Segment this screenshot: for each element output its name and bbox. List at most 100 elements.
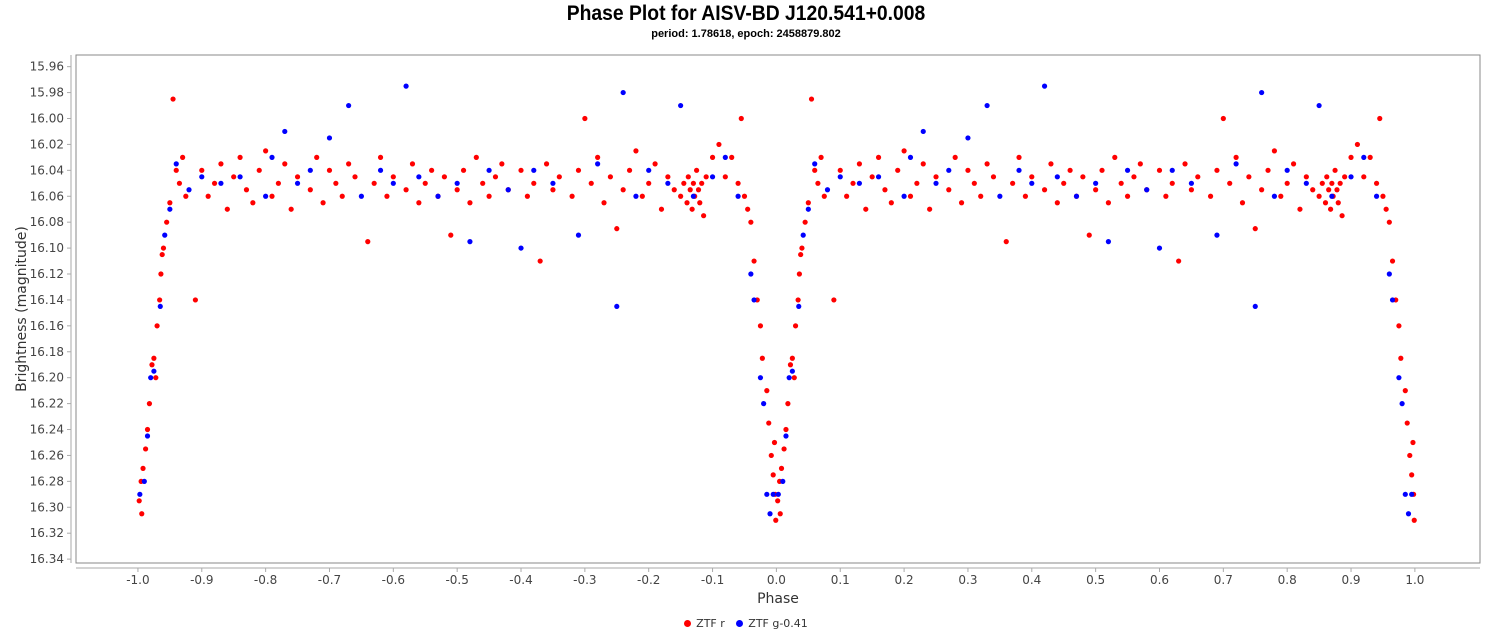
data-point-ztf-r: [543, 161, 550, 167]
legend-item-ztf-r[interactable]: ZTF r: [684, 617, 725, 630]
data-point-ztf-g: [173, 161, 179, 167]
data-point-ztf-r: [863, 206, 869, 212]
data-point-ztf-g: [1348, 174, 1354, 180]
data-point-ztf-r: [139, 511, 145, 517]
y-tick-label: 16.14: [30, 293, 64, 307]
data-point-ztf-r: [795, 297, 801, 303]
data-point-ztf-r: [1195, 174, 1201, 180]
data-point-ztf-r: [1339, 213, 1345, 219]
data-point-ztf-g: [263, 193, 269, 199]
data-point-ztf-r: [946, 187, 952, 193]
data-point-ztf-r: [140, 465, 146, 471]
x-tick-label: -0.9: [190, 573, 213, 587]
data-point-ztf-g: [1016, 167, 1022, 173]
data-point-ztf-r: [684, 200, 690, 206]
data-point-ztf-g: [748, 271, 754, 277]
data-point-ztf-r: [1342, 174, 1348, 180]
x-tick-label: -0.1: [701, 573, 724, 587]
data-point-ztf-g: [531, 167, 537, 173]
data-point-ztf-r: [1337, 180, 1343, 186]
data-point-ztf-r: [441, 174, 447, 180]
data-point-ztf-r: [422, 180, 428, 186]
data-point-ztf-r: [751, 258, 757, 264]
data-point-ztf-r: [333, 180, 339, 186]
data-point-ztf-g: [722, 154, 728, 160]
data-point-ztf-r: [384, 193, 390, 199]
data-point-ztf-r: [770, 472, 776, 478]
data-point-ztf-r: [288, 206, 294, 212]
data-point-ztf-r: [390, 174, 396, 180]
data-point-ztf-r: [812, 167, 818, 173]
data-point-ztf-r: [1389, 258, 1396, 264]
data-point-ztf-r: [771, 439, 778, 446]
data-point-ztf-g: [157, 303, 163, 310]
data-point-ztf-r: [697, 200, 703, 206]
y-tick-label: 15.98: [30, 86, 64, 100]
data-point-ztf-r: [775, 498, 781, 504]
data-point-ztf-g: [595, 161, 601, 167]
data-point-ztf-r: [153, 375, 159, 381]
data-point-ztf-g: [282, 128, 288, 135]
data-point-ztf-g: [735, 193, 741, 199]
data-point-ztf-r: [799, 245, 805, 251]
x-tick-label: -0.6: [382, 573, 405, 587]
data-point-ztf-r: [1265, 167, 1271, 173]
data-point-ztf-r: [1054, 200, 1060, 206]
x-tick-label: 0.3: [958, 573, 977, 587]
data-point-ztf-g: [875, 174, 882, 180]
y-tick-label: 16.20: [30, 371, 64, 385]
data-point-ztf-g: [665, 180, 671, 186]
data-point-ztf-r: [1227, 180, 1233, 186]
data-point-ztf-r: [1271, 148, 1278, 154]
data-point-ztf-r: [984, 161, 990, 167]
data-point-ztf-g: [148, 375, 154, 381]
data-point-ztf-g: [775, 491, 781, 497]
data-point-ztf-r: [1327, 206, 1334, 212]
data-point-ztf-g: [1303, 180, 1309, 186]
data-point-ztf-r: [796, 271, 802, 277]
data-point-ztf-r: [550, 187, 556, 193]
data-point-ztf-g: [1093, 180, 1099, 186]
data-point-ztf-g: [1399, 401, 1405, 407]
data-point-ztf-r: [1410, 439, 1416, 446]
data-point-ztf-g: [1073, 193, 1080, 199]
data-point-ztf-r: [738, 115, 744, 122]
data-point-ztf-r: [1239, 200, 1246, 206]
data-point-ztf-g: [856, 180, 863, 186]
data-point-ztf-g: [1373, 193, 1380, 199]
data-point-ztf-r: [764, 388, 770, 394]
chart-title: Phase Plot for AISV-BD J120.541+0.008: [566, 2, 926, 25]
y-tick-label: 15.96: [30, 60, 64, 74]
data-point-ztf-r: [1246, 174, 1252, 180]
data-point-ztf-g: [518, 245, 524, 251]
data-point-ztf-g: [757, 375, 764, 381]
data-point-ztf-r: [607, 174, 614, 180]
data-point-ztf-r: [1003, 239, 1009, 245]
data-point-ztf-r: [1386, 219, 1392, 225]
legend-item-ztf-g[interactable]: ZTF g-0.41: [736, 617, 808, 630]
data-point-ztf-r: [818, 154, 824, 160]
data-point-ztf-g: [1409, 491, 1415, 497]
data-point-ztf-g: [646, 167, 652, 173]
data-point-ztf-r: [237, 154, 243, 160]
data-point-ztf-r: [199, 167, 205, 173]
y-axis-label: Brightness (magnitude): [14, 226, 30, 392]
data-point-ztf-r: [699, 180, 705, 186]
data-point-ztf-r: [958, 200, 965, 206]
data-point-ztf-r: [1407, 452, 1413, 459]
data-point-ztf-g: [167, 206, 173, 212]
data-point-ztf-r: [882, 187, 888, 193]
data-point-ztf-r: [224, 206, 230, 212]
x-tick-label: -0.8: [254, 573, 277, 587]
data-point-ztf-r: [735, 180, 741, 186]
data-point-ztf-r: [665, 174, 671, 180]
data-point-ztf-r: [1061, 180, 1067, 186]
x-tick-label: 0.1: [831, 573, 850, 587]
data-point-ztf-r: [1041, 187, 1048, 193]
data-point-ztf-g: [358, 193, 364, 199]
data-point-ztf-g: [435, 193, 441, 199]
x-tick-label: -1.0: [126, 573, 149, 587]
data-point-ztf-r: [1303, 174, 1309, 180]
data-point-ztf-r: [1163, 193, 1169, 199]
y-tick-label: 16.16: [30, 319, 64, 333]
